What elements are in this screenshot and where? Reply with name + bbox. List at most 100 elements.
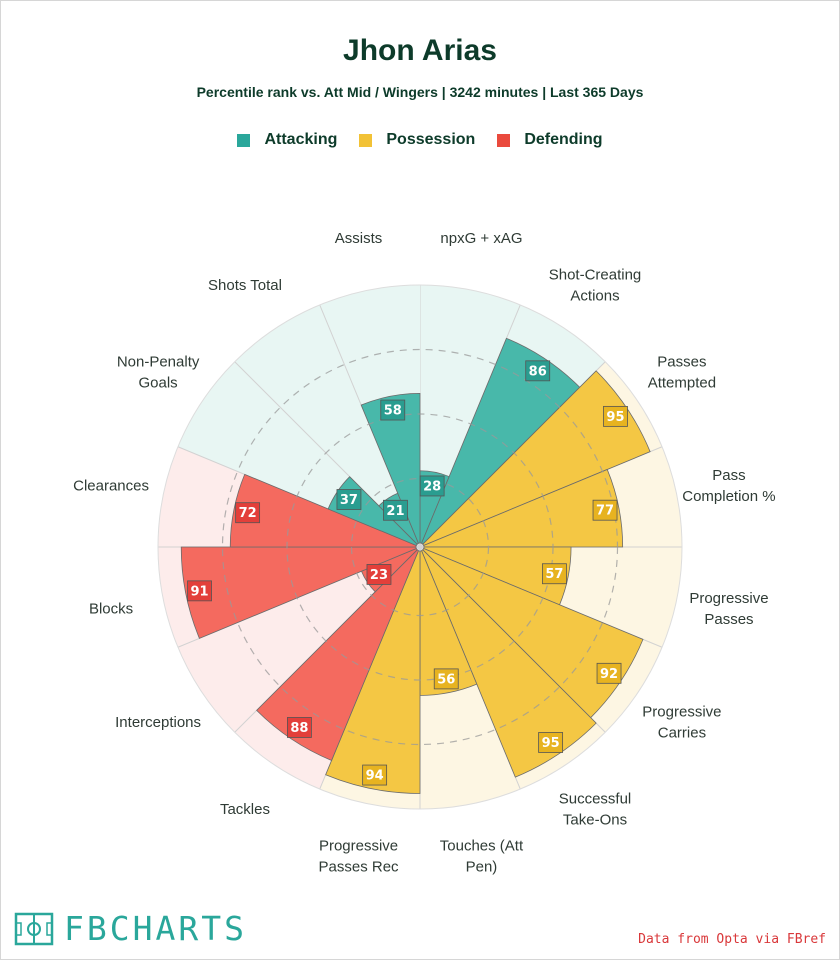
value-box-blocks <box>187 580 212 602</box>
value-label-non-penalty-goals: 37 <box>336 489 362 510</box>
bar-tackles[interactable] <box>256 549 419 761</box>
category-label-line: Tackles <box>220 801 270 818</box>
bg-wedge-interceptions <box>177 548 418 733</box>
category-label-non-penalty-goals: Non-Penalty Goals <box>117 353 200 391</box>
category-label-line: Passes Rec <box>319 858 400 875</box>
outer-ring <box>157 284 683 810</box>
gridline-25 <box>350 477 490 617</box>
brand-name: FBCHARTS <box>64 909 247 948</box>
legend-label-possession: Possession <box>386 131 476 148</box>
gridline-75 <box>221 348 619 746</box>
bg-wedge-shots-total <box>234 304 419 545</box>
category-label-line: Blocks <box>89 600 133 617</box>
category-label-line: Completion % <box>682 488 775 505</box>
value-box-successful-take-ons <box>538 732 564 753</box>
brand-logo: FBCHARTS <box>14 912 247 946</box>
value-box-pass-completion <box>592 499 618 521</box>
category-label-line: Touches (Att <box>440 837 524 854</box>
category-label-line: Shot-Creating <box>549 267 642 284</box>
value-box-passes-attempted <box>603 405 628 427</box>
chart-subtitle: Percentile rank vs. Att Mid / Wingers | … <box>196 84 644 100</box>
bar-pass-completion[interactable] <box>423 468 624 548</box>
value-text-progressive-passes-rec: 94 <box>366 769 384 784</box>
value-box-shots-total <box>383 499 408 521</box>
category-label-line: Assists <box>335 230 383 247</box>
value-text-shots-total: 21 <box>386 504 404 519</box>
category-label-line: Attempted <box>648 374 716 391</box>
category-label-line: Pen) <box>466 858 498 875</box>
value-box-assists <box>380 399 406 421</box>
value-label-assists: 58 <box>380 399 406 421</box>
category-label-line: Interceptions <box>115 714 201 731</box>
gridline-50 <box>286 413 554 681</box>
value-text-progressive-passes: 57 <box>545 567 563 582</box>
bar-passes-attempted[interactable] <box>422 370 651 546</box>
value-label-interceptions: 23 <box>366 564 392 585</box>
value-label-progressive-passes: 57 <box>542 563 567 585</box>
category-label-clearances: Clearances <box>73 478 149 495</box>
legend-item-attacking[interactable]: Attacking <box>237 131 337 149</box>
value-box-clearances <box>235 502 261 524</box>
value-text-shot-creating-actions: 86 <box>529 364 547 379</box>
category-label-line: Successful <box>559 790 632 807</box>
value-box-progressive-passes <box>542 563 567 585</box>
value-text-non-penalty-goals: 37 <box>340 493 358 508</box>
chart-title: Jhon Arias <box>343 34 497 67</box>
value-label-passes-attempted: 95 <box>603 405 628 427</box>
value-text-progressive-carries: 92 <box>600 667 618 682</box>
data-credit: Data from Opta via FBref <box>638 932 826 947</box>
category-label-line: Clearances <box>73 478 149 495</box>
bar-successful-take-ons[interactable] <box>421 549 597 778</box>
category-label-progressive-carries: Progressive Carries <box>642 704 721 742</box>
value-text-clearances: 72 <box>239 506 257 521</box>
category-label-progressive-passes: Progressive Passes <box>689 590 768 628</box>
value-label-progressive-passes-rec: 94 <box>362 764 388 786</box>
value-label-shots-total: 21 <box>383 499 408 521</box>
value-box-tackles <box>287 717 312 738</box>
value-label-blocks: 91 <box>187 580 212 602</box>
value-text-successful-take-ons: 95 <box>542 736 560 751</box>
category-label-line: Take-Ons <box>563 811 627 828</box>
legend-swatch-attacking <box>237 133 251 147</box>
bar-clearances[interactable] <box>229 473 417 548</box>
category-label-line: Passes <box>657 353 706 370</box>
legend: Attacking Possession Defending <box>0 131 840 149</box>
value-box-interceptions <box>366 564 392 585</box>
category-label-passes-attempted: Passes Attempted <box>648 353 716 391</box>
value-text-npxg-xag: 28 <box>423 479 441 494</box>
category-label-line: Carries <box>658 725 706 742</box>
category-label-line: Non-Penalty <box>117 353 200 370</box>
category-label-successful-take-ons: Successful Take-Ons <box>559 790 632 828</box>
category-label-npxg-xag: npxG + xAG <box>440 230 522 247</box>
value-box-non-penalty-goals <box>336 489 362 510</box>
category-label-line: Pass <box>712 467 745 484</box>
value-box-progressive-carries <box>596 662 622 684</box>
category-label-line: Progressive <box>319 837 398 854</box>
value-text-tackles: 88 <box>290 721 308 736</box>
bar-blocks[interactable] <box>180 546 417 639</box>
value-label-progressive-carries: 92 <box>596 662 622 684</box>
category-label-line: Goals <box>138 374 177 391</box>
category-label-pass-completion: Pass Completion % <box>682 467 775 505</box>
value-label-successful-take-ons: 95 <box>538 732 564 753</box>
value-box-touches-att-pen <box>433 668 459 690</box>
category-label-touches-att-pen: Touches (Att Pen) <box>440 837 524 875</box>
value-text-pass-completion: 77 <box>596 504 614 519</box>
legend-label-attacking: Attacking <box>264 131 338 148</box>
radar-gridlines <box>157 284 683 810</box>
value-label-tackles: 88 <box>287 717 312 738</box>
legend-swatch-possession <box>359 133 373 147</box>
category-label-tackles: Tackles <box>220 801 270 818</box>
value-box-shot-creating-actions <box>525 360 551 382</box>
legend-item-possession[interactable]: Possession <box>359 131 475 149</box>
value-box-npxg-xag <box>419 475 445 497</box>
category-label-line: Progressive <box>642 704 721 721</box>
value-label-shot-creating-actions: 86 <box>525 360 551 382</box>
value-text-blocks: 91 <box>190 584 208 599</box>
legend-item-defending[interactable]: Defending <box>497 131 603 149</box>
value-text-touches-att-pen: 56 <box>437 672 455 687</box>
radar-category-labels: npxG + xAG Shot-Creating Actions Passes Atte… <box>73 230 776 875</box>
value-text-interceptions: 23 <box>370 568 388 583</box>
value-box-progressive-passes-rec <box>362 764 388 786</box>
